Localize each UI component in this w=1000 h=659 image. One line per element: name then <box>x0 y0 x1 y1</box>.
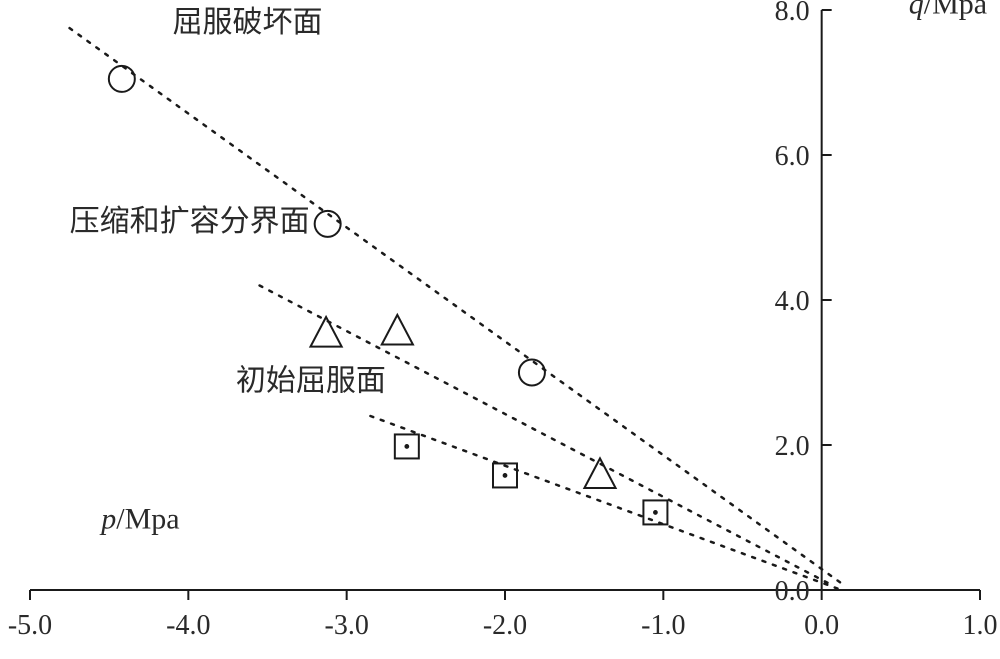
x-tick-label: -3.0 <box>325 610 369 641</box>
x-axis-label: p/Mpa <box>99 502 179 535</box>
scatter-chart: -5.0 -4.0 -3.0 -2.0 -1.0 0.0 1.0 0.0 2.0 4.0 6.0 8.… <box>0 0 1000 659</box>
y-axis-label: q/Mpa <box>909 0 987 21</box>
failure_surface_line <box>70 28 841 583</box>
initial_yield_surface-marker <box>395 434 419 458</box>
x-tick-label: -2.0 <box>483 610 527 641</box>
initial_yield_surface_label: 初始屈服面 <box>236 365 386 398</box>
y-tick-label: 8.0 <box>775 0 810 27</box>
failure_surface_label: 屈服破坏面 <box>173 6 323 39</box>
dilatancy_interface_line <box>260 286 835 587</box>
dilatancy_interface_label: 压缩和扩容分界面 <box>70 205 310 238</box>
x-tick-label: -1.0 <box>641 610 685 641</box>
dilatancy_interface-marker <box>310 317 341 347</box>
failure_surface-marker <box>519 360 545 386</box>
x-tick-label: 1.0 <box>963 610 998 641</box>
y-tick-label: 0.0 <box>775 576 810 607</box>
initial_yield_surface_line <box>370 416 837 589</box>
x-tick-label: -5.0 <box>8 610 52 641</box>
dilatancy_interface-marker <box>382 315 413 345</box>
x-tick-label: 0.0 <box>804 610 839 641</box>
x-tick-label: -4.0 <box>166 610 210 641</box>
failure_surface-marker <box>109 66 135 92</box>
y-tick-label: 2.0 <box>775 431 810 462</box>
initial_yield_surface-marker <box>643 500 667 524</box>
dilatancy_interface-marker <box>584 458 615 488</box>
y-tick-label: 4.0 <box>775 286 810 317</box>
y-tick-label: 6.0 <box>775 141 810 172</box>
